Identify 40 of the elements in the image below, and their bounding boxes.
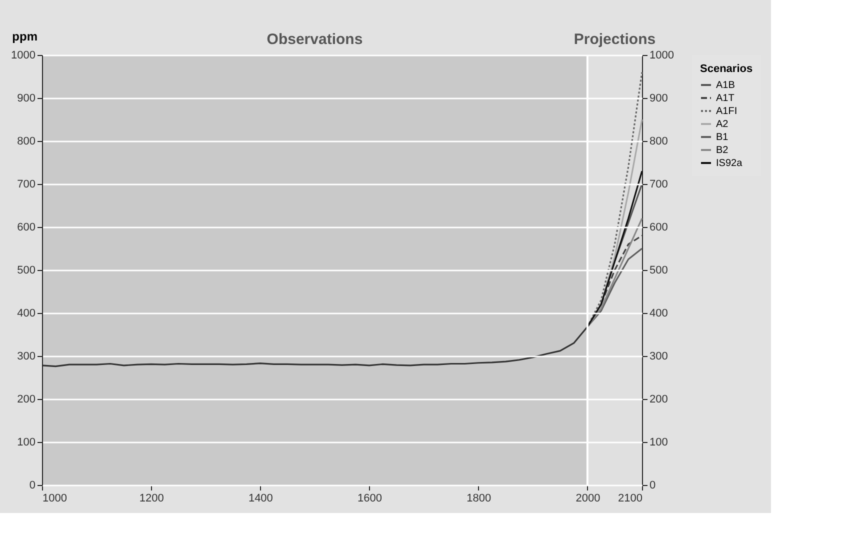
y2-tick-label: 1000 — [650, 50, 674, 62]
y2-tick-label: 0 — [650, 480, 656, 492]
y-tick-label: 400 — [17, 308, 36, 320]
y-tick-label: 1000 — [11, 50, 36, 62]
x-tick-label: 1200 — [139, 492, 164, 504]
x-tick-label: 1000 — [42, 492, 67, 504]
y-tick-label: 200 — [17, 394, 36, 406]
y-axis-title: ppm — [12, 30, 38, 44]
legend-label: A1B — [716, 80, 736, 91]
y-tick-label: 0 — [29, 480, 36, 492]
y2-tick-label: 300 — [650, 350, 668, 362]
y2-tick-label: 400 — [650, 308, 668, 320]
y2-tick-label: 200 — [650, 394, 668, 406]
legend-label: A1FI — [716, 106, 738, 117]
y2-tick-label: 600 — [650, 222, 668, 234]
band-label: Projections — [574, 31, 656, 48]
legend-label: A1T — [716, 93, 734, 104]
y-tick-label: 100 — [17, 436, 36, 448]
y-tick-label: 500 — [17, 264, 36, 276]
x-tick-label: 1400 — [248, 492, 273, 504]
y-tick-label: 800 — [17, 136, 36, 148]
band-label: Observations — [266, 31, 363, 48]
y2-tick-label: 700 — [650, 178, 668, 190]
y2-tick-label: 900 — [650, 92, 668, 104]
y-tick-label: 300 — [17, 350, 36, 362]
legend-label: B2 — [716, 145, 729, 156]
legend-label: B1 — [716, 132, 729, 143]
y2-tick-label: 500 — [650, 264, 668, 276]
y-tick-label: 900 — [17, 92, 36, 104]
x-tick-label: 2100 — [618, 492, 642, 504]
x-tick-label: 1600 — [358, 492, 382, 504]
legend-title: Scenarios — [700, 63, 753, 75]
x-tick-label: 2000 — [576, 492, 600, 504]
legend-label: A2 — [716, 119, 729, 130]
y2-tick-label: 100 — [650, 436, 668, 448]
y2-tick-label: 800 — [650, 136, 668, 148]
x-tick-label: 1800 — [466, 492, 492, 504]
y-tick-label: 600 — [17, 222, 36, 234]
legend-label: IS92a — [716, 158, 743, 169]
y-tick-label: 700 — [17, 178, 36, 190]
